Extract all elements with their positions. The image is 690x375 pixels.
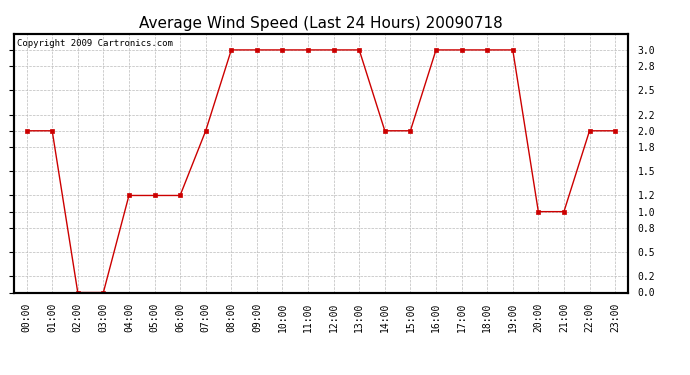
Text: Copyright 2009 Cartronics.com: Copyright 2009 Cartronics.com [17,39,172,48]
Title: Average Wind Speed (Last 24 Hours) 20090718: Average Wind Speed (Last 24 Hours) 20090… [139,16,503,31]
